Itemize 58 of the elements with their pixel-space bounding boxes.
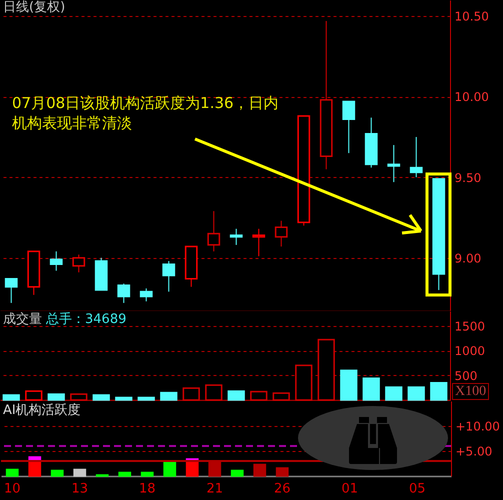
- chart-title: 日线(复权): [3, 0, 66, 15]
- y-tick-label: 1500: [454, 319, 486, 334]
- bar: [73, 468, 86, 477]
- bar: [28, 460, 42, 477]
- candlestick: [140, 288, 153, 302]
- bar: [2, 394, 20, 401]
- x-tick-label: 10: [4, 482, 21, 496]
- bar: [115, 396, 132, 401]
- bar: [228, 390, 245, 401]
- candlestick: [207, 210, 220, 252]
- bar: [430, 382, 448, 401]
- bar: [230, 470, 244, 477]
- candlestick: [162, 260, 176, 292]
- candlestick: [342, 100, 356, 154]
- bar: [50, 470, 64, 477]
- annotation: 07月08日该股机构活跃度为1.36，日内机构表现非常清淡: [12, 93, 280, 133]
- candlestick: [274, 220, 288, 248]
- y-tick-label: +10.00: [456, 420, 500, 434]
- bar: [92, 394, 110, 401]
- chart-subtitle: 总手：34689: [46, 312, 126, 327]
- chart-title: AI机构活跃度: [3, 403, 81, 418]
- bar: [186, 460, 199, 477]
- bar: [362, 377, 380, 401]
- bar: [48, 393, 65, 401]
- y-tick-label: 1000: [454, 344, 486, 358]
- candlestick: [230, 228, 243, 246]
- bar: [6, 468, 19, 477]
- bar: [276, 467, 289, 477]
- candlestick: [387, 144, 400, 183]
- bar: [118, 472, 132, 477]
- bar: [408, 386, 425, 401]
- x-tick-label: 21: [206, 482, 224, 496]
- candlestick: [4, 278, 18, 304]
- chart-title: 成交量: [3, 312, 42, 327]
- y-tick-label: 9.50: [454, 170, 482, 185]
- y-tick-label: 9.00: [454, 251, 482, 266]
- y-axis-title: X100: [452, 383, 490, 400]
- x-tick-label: 05: [408, 482, 426, 496]
- y-tick-label: +5.00: [456, 444, 492, 458]
- x-tick-label: 13: [71, 482, 88, 496]
- bar: [138, 396, 155, 401]
- candlestick: [410, 136, 423, 178]
- y-tick-label: 500: [454, 368, 478, 383]
- bar: [160, 392, 178, 401]
- bar: [385, 386, 402, 401]
- x-tick-label: 26: [274, 482, 291, 496]
- x-tick-label: 01: [341, 482, 358, 496]
- candlestick: [252, 228, 266, 257]
- bar: [253, 464, 266, 477]
- candlestick: [50, 250, 63, 272]
- y-tick-label: 10.50: [454, 10, 489, 24]
- x-tick-label: 18: [138, 482, 156, 496]
- candlestick: [72, 254, 86, 273]
- bar: [140, 472, 154, 477]
- candlestick: [117, 283, 130, 304]
- bar: [340, 370, 358, 401]
- bar: [163, 462, 176, 477]
- y-tick-label: 10.00: [454, 90, 489, 104]
